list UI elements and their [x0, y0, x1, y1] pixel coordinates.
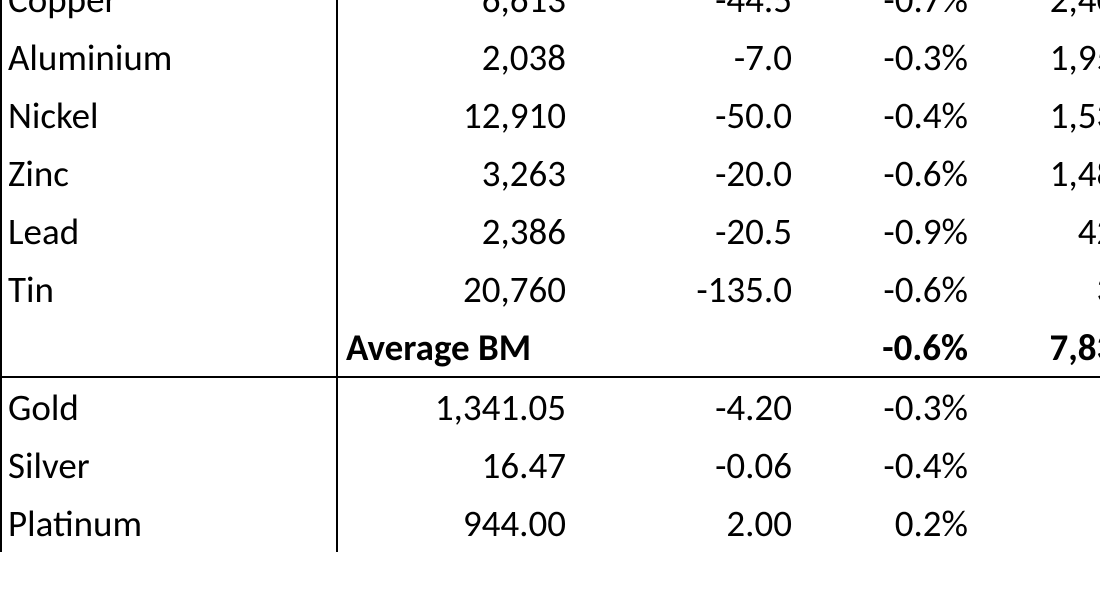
metal-vol: 427 — [976, 202, 1100, 260]
metal-price: 1,341.05 — [337, 377, 574, 436]
metal-vol: 1,481 — [976, 144, 1100, 202]
metals-price-table: Copper 6,613 -44.5 -0.7% 2,401 Aluminium… — [0, 0, 1100, 552]
metal-change: -4.20 — [574, 377, 800, 436]
table-row: Copper 6,613 -44.5 -0.7% 2,401 — [1, 0, 1100, 28]
metal-pct: 0.2% — [800, 494, 976, 552]
metal-name: Silver — [1, 436, 337, 494]
metal-name: Platinum — [1, 494, 337, 552]
metal-vol: 38 — [976, 260, 1100, 318]
metal-price: 2,038 — [337, 28, 574, 86]
metal-change: -135.0 — [574, 260, 800, 318]
metal-price: 16.47 — [337, 436, 574, 494]
metal-price: 2,386 — [337, 202, 574, 260]
metal-price: 944.00 — [337, 494, 574, 552]
metal-vol: 1,952 — [976, 28, 1100, 86]
table-row: Platinum 944.00 2.00 0.2% — [1, 494, 1100, 552]
table-row: Tin 20,760 -135.0 -0.6% 38 — [1, 260, 1100, 318]
metal-price: 20,760 — [337, 260, 574, 318]
metal-pct: -0.7% — [800, 0, 976, 28]
metal-vol: 2,401 — [976, 0, 1100, 28]
table-row: Silver 16.47 -0.06 -0.4% — [1, 436, 1100, 494]
metal-vol: 1,534 — [976, 86, 1100, 144]
metal-vol — [976, 494, 1100, 552]
table-row: Nickel 12,910 -50.0 -0.4% 1,534 — [1, 86, 1100, 144]
metal-change: 2.00 — [574, 494, 800, 552]
metal-change: -20.0 — [574, 144, 800, 202]
metal-pct: -0.6% — [800, 144, 976, 202]
table-row: Gold 1,341.05 -4.20 -0.3% — [1, 377, 1100, 436]
metal-name: Lead — [1, 202, 337, 260]
metal-pct: -0.6% — [800, 260, 976, 318]
summary-pct: -0.6% — [800, 318, 976, 377]
summary-row: Average BM -0.6% 7,833 — [1, 318, 1100, 377]
metal-name: Copper — [1, 0, 337, 28]
metal-pct: -0.3% — [800, 28, 976, 86]
metal-price: 6,613 — [337, 0, 574, 28]
summary-vol: 7,833 — [976, 318, 1100, 377]
metal-pct: -0.4% — [800, 86, 976, 144]
summary-blank — [574, 318, 800, 377]
summary-blank — [1, 318, 337, 377]
metal-name: Nickel — [1, 86, 337, 144]
metal-pct: -0.4% — [800, 436, 976, 494]
summary-label: Average BM — [337, 318, 574, 377]
metal-name: Aluminium — [1, 28, 337, 86]
table-row: Aluminium 2,038 -7.0 -0.3% 1,952 — [1, 28, 1100, 86]
metal-price: 12,910 — [337, 86, 574, 144]
metal-name: Gold — [1, 377, 337, 436]
metal-price: 3,263 — [337, 144, 574, 202]
table-row: Lead 2,386 -20.5 -0.9% 427 — [1, 202, 1100, 260]
metal-change: -44.5 — [574, 0, 800, 28]
metal-change: -0.06 — [574, 436, 800, 494]
metal-vol — [976, 377, 1100, 436]
metal-pct: -0.9% — [800, 202, 976, 260]
metal-change: -20.5 — [574, 202, 800, 260]
metal-change: -7.0 — [574, 28, 800, 86]
metal-vol — [976, 436, 1100, 494]
metal-pct: -0.3% — [800, 377, 976, 436]
table-row: Zinc 3,263 -20.0 -0.6% 1,481 — [1, 144, 1100, 202]
metal-change: -50.0 — [574, 86, 800, 144]
metal-name: Zinc — [1, 144, 337, 202]
metal-name: Tin — [1, 260, 337, 318]
